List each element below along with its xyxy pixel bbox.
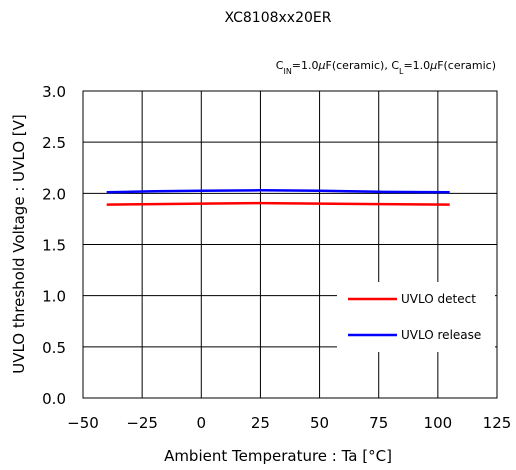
x-tick-labels: −50 −25 0 25 50 75 100 125: [67, 414, 511, 432]
y-tick-label: 2.5: [42, 134, 66, 152]
y-tick-label: 2.0: [42, 185, 66, 203]
series-lines: [106, 189, 450, 206]
legend-label: UVLO detect: [401, 292, 476, 306]
x-tick-label: 25: [251, 414, 270, 432]
chart-title: XC8108xx20ER: [225, 10, 332, 26]
y-tick-label: 0.5: [42, 339, 66, 357]
x-tick-label: 75: [369, 414, 388, 432]
legend-box: [337, 282, 495, 352]
x-tick-label: 100: [424, 414, 453, 432]
y-tick-label: 1.5: [42, 237, 66, 255]
x-tick-label: 0: [197, 414, 207, 432]
series-line-uvlo-detect: [106, 201, 450, 206]
legend: UVLO detect UVLO release: [337, 282, 495, 352]
x-axis-label: Ambient Temperature : Ta [°C]: [164, 447, 392, 465]
y-tick-label: 3.0: [42, 83, 66, 101]
x-tick-label: −50: [67, 414, 99, 432]
x-tick-label: 50: [310, 414, 329, 432]
plot-frame: [82, 90, 498, 399]
chart-subtitle: CIN=1.0μF(ceramic), CL=1.0μF(ceramic): [276, 59, 496, 76]
x-tick-label: −25: [126, 414, 158, 432]
legend-label: UVLO release: [401, 328, 481, 342]
y-tick-label: 1.0: [42, 288, 66, 306]
x-tick-label: 125: [483, 414, 512, 432]
series-line-uvlo-release: [106, 189, 450, 194]
y-tick-labels: 0.0 0.5 1.0 1.5 2.0 2.5 3.0: [42, 83, 66, 408]
y-axis-label: UVLO threshold Voltage : UVLO [V]: [10, 114, 28, 374]
y-tick-label: 0.0: [42, 390, 66, 408]
